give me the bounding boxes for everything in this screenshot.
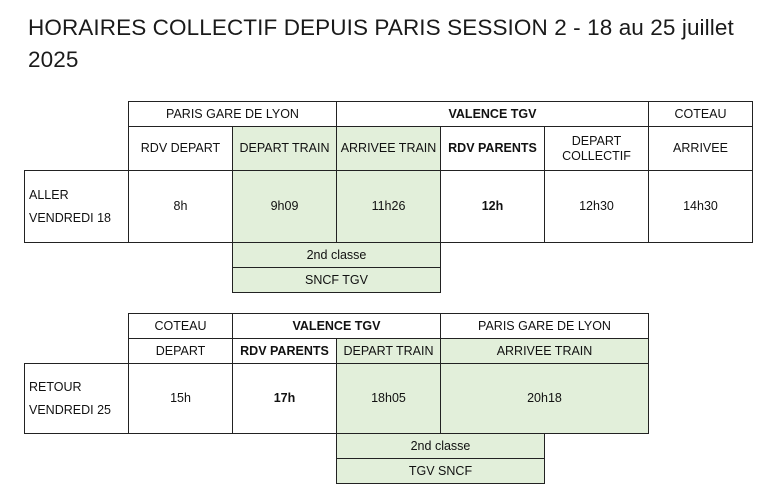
retour-header-rdv-parents: RDV PARENTS bbox=[232, 338, 337, 364]
aller-note-classe: 2nd classe bbox=[232, 242, 441, 268]
retour-value-rdv-parents: 17h bbox=[232, 363, 337, 434]
aller-value-arrivee-train: 11h26 bbox=[336, 170, 441, 243]
aller-row-label-line1: ALLER bbox=[29, 187, 69, 202]
aller-header-arrivee-train: ARRIVEE TRAIN bbox=[336, 126, 441, 171]
aller-value-depart-collectif: 12h30 bbox=[544, 170, 649, 243]
aller-header-depart-collectif-line2: COLLECTIF bbox=[562, 148, 631, 163]
aller-note-operator: SNCF TGV bbox=[232, 267, 441, 293]
retour-value-depart: 15h bbox=[128, 363, 233, 434]
retour-group-coteau: COTEAU bbox=[128, 313, 233, 339]
retour-group-valence: VALENCE TGV bbox=[232, 313, 441, 339]
aller-header-rdv-parents: RDV PARENTS bbox=[440, 126, 545, 171]
aller-header-depart-collectif-line1: DEPART bbox=[571, 133, 622, 148]
retour-header-arrivee-train: ARRIVEE TRAIN bbox=[440, 338, 649, 364]
retour-row-label: RETOUR VENDREDI 25 bbox=[24, 363, 129, 434]
aller-value-arrivee: 14h30 bbox=[648, 170, 753, 243]
aller-value-depart-train: 9h09 bbox=[232, 170, 337, 243]
aller-value-rdv-depart: 8h bbox=[128, 170, 233, 243]
retour-header-depart: DEPART bbox=[128, 338, 233, 364]
aller-header-depart-collectif: DEPART COLLECTIF bbox=[544, 126, 649, 171]
retour-value-depart-train: 18h05 bbox=[336, 363, 441, 434]
retour-row-label-line1: RETOUR bbox=[29, 379, 82, 394]
aller-group-paris: PARIS GARE DE LYON bbox=[128, 101, 337, 127]
retour-note-classe: 2nd classe bbox=[336, 433, 545, 459]
page-title: HORAIRES COLLECTIF DEPUIS PARIS SESSION … bbox=[28, 15, 734, 72]
retour-group-paris: PARIS GARE DE LYON bbox=[440, 313, 649, 339]
aller-group-valence: VALENCE TGV bbox=[336, 101, 649, 127]
retour-note-operator: TGV SNCF bbox=[336, 458, 545, 484]
retour-header-depart-train: DEPART TRAIN bbox=[336, 338, 441, 364]
aller-header-arrivee: ARRIVEE bbox=[648, 126, 753, 171]
retour-row-label-line2: VENDREDI 25 bbox=[29, 402, 111, 417]
aller-header-rdv-depart: RDV DEPART bbox=[128, 126, 233, 171]
aller-row-label: ALLER VENDREDI 18 bbox=[24, 170, 129, 243]
aller-group-coteau: COTEAU bbox=[648, 101, 753, 127]
aller-header-depart-train: DEPART TRAIN bbox=[232, 126, 337, 171]
aller-value-rdv-parents: 12h bbox=[440, 170, 545, 243]
retour-value-arrivee-train: 20h18 bbox=[440, 363, 649, 434]
aller-row-label-line2: VENDREDI 18 bbox=[29, 210, 111, 225]
